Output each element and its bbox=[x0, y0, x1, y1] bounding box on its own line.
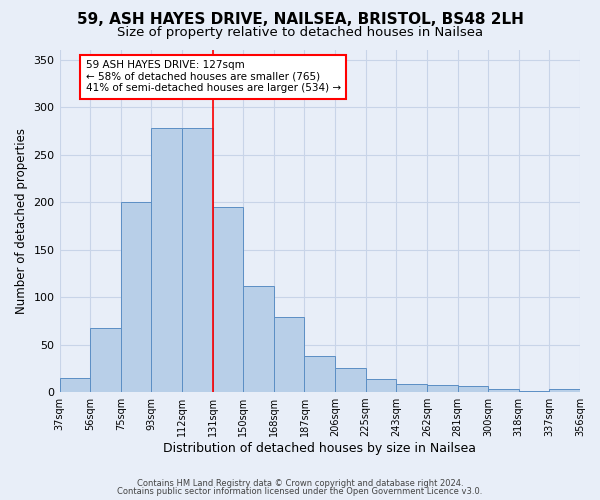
Bar bbox=[458, 386, 488, 392]
Bar bbox=[212, 207, 243, 392]
Bar bbox=[182, 128, 212, 392]
Text: 59 ASH HAYES DRIVE: 127sqm
← 58% of detached houses are smaller (765)
41% of sem: 59 ASH HAYES DRIVE: 127sqm ← 58% of deta… bbox=[86, 60, 341, 94]
Bar bbox=[121, 202, 151, 392]
Text: Contains public sector information licensed under the Open Government Licence v3: Contains public sector information licen… bbox=[118, 487, 482, 496]
Bar bbox=[335, 368, 365, 392]
Bar bbox=[550, 389, 580, 392]
Bar bbox=[90, 328, 121, 392]
X-axis label: Distribution of detached houses by size in Nailsea: Distribution of detached houses by size … bbox=[163, 442, 476, 455]
Bar bbox=[304, 356, 335, 392]
Bar bbox=[243, 286, 274, 392]
Bar bbox=[519, 391, 550, 392]
Bar bbox=[365, 379, 397, 392]
Bar bbox=[397, 384, 427, 392]
Bar bbox=[151, 128, 182, 392]
Bar bbox=[274, 317, 304, 392]
Bar bbox=[59, 378, 90, 392]
Y-axis label: Number of detached properties: Number of detached properties bbox=[15, 128, 28, 314]
Text: Contains HM Land Registry data © Crown copyright and database right 2024.: Contains HM Land Registry data © Crown c… bbox=[137, 478, 463, 488]
Bar bbox=[488, 389, 519, 392]
Bar bbox=[427, 386, 458, 392]
Text: Size of property relative to detached houses in Nailsea: Size of property relative to detached ho… bbox=[117, 26, 483, 39]
Text: 59, ASH HAYES DRIVE, NAILSEA, BRISTOL, BS48 2LH: 59, ASH HAYES DRIVE, NAILSEA, BRISTOL, B… bbox=[77, 12, 523, 28]
